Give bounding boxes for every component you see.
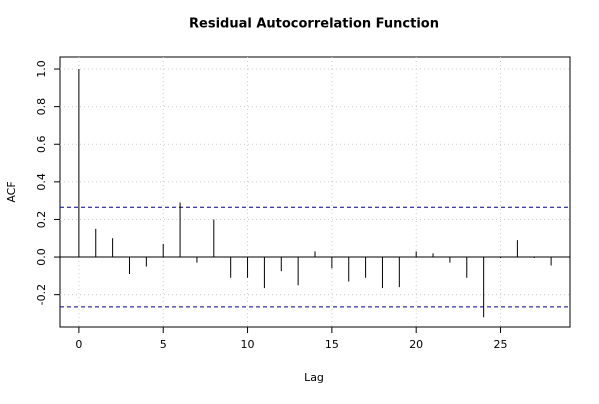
x-tick-label: 5 [160, 338, 167, 351]
y-axis-label: ACF [5, 181, 18, 202]
x-tick-label: 25 [494, 338, 508, 351]
y-tick-label: 0.6 [35, 135, 48, 153]
y-tick-label: 1.0 [35, 60, 48, 78]
x-axis-label: Lag [304, 371, 324, 384]
x-tick-label: 0 [75, 338, 82, 351]
plot-frame [59, 56, 571, 328]
y-tick-label: -0.2 [35, 284, 48, 305]
x-tick-label: 10 [241, 338, 255, 351]
y-tick-label: 0.4 [35, 173, 48, 191]
y-tick-label: 0.2 [35, 211, 48, 229]
chart-title: Residual Autocorrelation Function [189, 17, 439, 32]
x-tick-label: 15 [325, 338, 339, 351]
y-tick-label: 0.8 [35, 98, 48, 116]
x-tick-label: 20 [409, 338, 423, 351]
y-tick-label: 0.0 [35, 248, 48, 266]
